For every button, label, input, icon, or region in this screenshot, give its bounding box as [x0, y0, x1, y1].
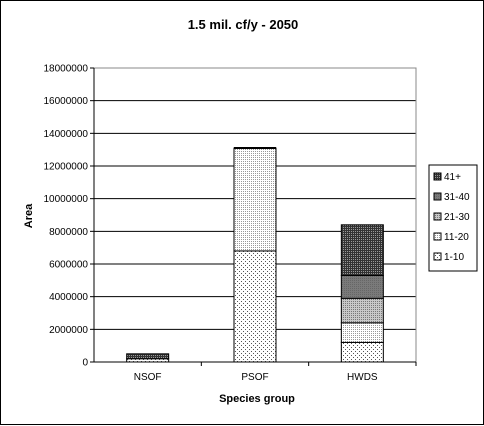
legend-label-21-30: 21-30 — [444, 212, 470, 223]
bars — [126, 147, 384, 363]
legend-label-1-10: 1-10 — [444, 252, 464, 263]
y-tick-label: 10000000 — [44, 194, 89, 205]
bar-segment-hwds-21-30 — [340, 297, 384, 324]
y-tick-label: 0 — [82, 358, 88, 369]
legend-label-11-20: 11-20 — [444, 232, 469, 243]
legend-label-41+: 41+ — [444, 172, 461, 183]
chart-title: 1.5 mil. cf/y - 2050 — [188, 17, 299, 32]
bar-segment-hwds-41+ — [340, 224, 384, 276]
bar-segment-psof-11-20 — [233, 147, 277, 252]
legend-swatch-21-30 — [433, 212, 442, 221]
legend-swatch-1-10 — [433, 252, 442, 261]
y-tick-label: 12000000 — [44, 162, 89, 173]
y-axis-ticks: 0 2000000 4000000 6000000 8000000 10000000 120… — [44, 64, 94, 369]
legend: 41+ 31-40 21-30 11-20 1-10 — [428, 164, 478, 272]
y-tick-label: 18000000 — [44, 64, 89, 75]
bar-segment-psof-1-10 — [233, 250, 277, 363]
y-tick-label: 2000000 — [49, 325, 88, 336]
legend-label-31-40: 31-40 — [444, 192, 470, 203]
x-tick-label-psof: PSOF — [241, 372, 268, 383]
x-tick-label-hwds: HWDS — [347, 372, 378, 383]
y-axis-title: Area — [23, 203, 35, 228]
bar-segment-hwds-31-40 — [340, 274, 384, 299]
y-tick-label: 16000000 — [44, 96, 89, 107]
y-tick-label: 14000000 — [44, 129, 89, 140]
legend-swatch-31-40 — [433, 192, 442, 201]
x-axis-ticks: NSOF PSOF HWDS — [134, 362, 417, 383]
legend-swatch-41+ — [433, 172, 442, 181]
x-tick-label-nsof: NSOF — [134, 372, 162, 383]
legend-swatch-11-20 — [433, 232, 442, 241]
y-tick-label: 4000000 — [49, 292, 88, 303]
bar-segment-hwds-11-20 — [340, 322, 384, 343]
x-axis-title: Species group — [219, 393, 295, 405]
bar-segment-hwds-1-10 — [340, 341, 384, 363]
y-tick-label: 6000000 — [49, 260, 88, 271]
y-tick-label: 8000000 — [49, 227, 88, 238]
bar-segment-nsof-41+ — [126, 353, 170, 360]
